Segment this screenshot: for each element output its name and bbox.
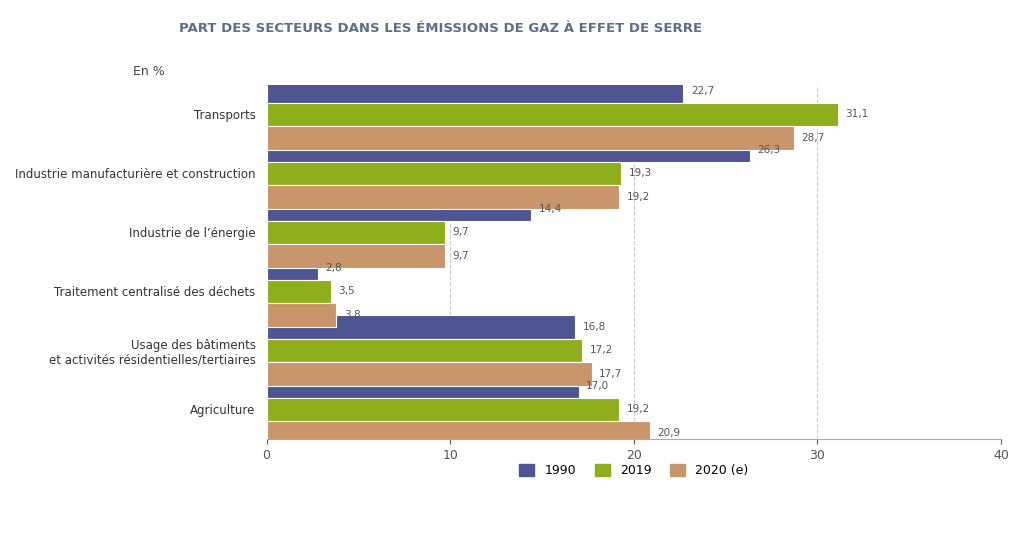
Bar — [266, 303, 336, 327]
Text: PART DES SECTEURS DANS LES ÉMISSIONS DE GAZ À EFFET DE SERRE: PART DES SECTEURS DANS LES ÉMISSIONS DE … — [179, 22, 701, 34]
Bar — [266, 315, 575, 338]
Bar — [266, 103, 838, 126]
Text: 19,3: 19,3 — [629, 168, 651, 179]
Bar — [266, 338, 583, 362]
Text: 3,5: 3,5 — [338, 286, 355, 296]
Text: 31,1: 31,1 — [845, 109, 868, 119]
Bar — [266, 374, 579, 398]
Bar — [266, 398, 620, 421]
Text: 16,8: 16,8 — [583, 322, 605, 332]
Text: 9,7: 9,7 — [452, 228, 469, 237]
Text: 14,4: 14,4 — [539, 204, 561, 214]
Bar — [266, 244, 444, 268]
Text: 19,2: 19,2 — [627, 405, 650, 414]
Bar — [266, 256, 318, 280]
Bar — [266, 362, 592, 386]
Bar — [266, 126, 794, 150]
Bar — [266, 280, 331, 303]
Bar — [266, 138, 750, 161]
Bar — [266, 197, 531, 221]
Text: 17,7: 17,7 — [599, 369, 623, 379]
Text: 17,2: 17,2 — [590, 345, 613, 356]
Text: 2,8: 2,8 — [326, 263, 342, 273]
Text: 22,7: 22,7 — [691, 86, 714, 96]
Text: 20,9: 20,9 — [657, 428, 681, 438]
Bar — [266, 185, 620, 209]
Text: 9,7: 9,7 — [452, 251, 469, 261]
Bar — [266, 421, 650, 445]
Text: 17,0: 17,0 — [586, 381, 609, 391]
Bar — [266, 79, 683, 103]
Text: 3,8: 3,8 — [344, 310, 360, 320]
Legend: 1990, 2019, 2020 (e): 1990, 2019, 2020 (e) — [514, 459, 754, 482]
Bar — [266, 221, 444, 244]
Text: 28,7: 28,7 — [801, 133, 824, 143]
Text: 19,2: 19,2 — [627, 192, 650, 202]
Bar — [266, 161, 621, 185]
Text: En %: En % — [133, 65, 165, 77]
Text: 26,3: 26,3 — [757, 145, 780, 155]
